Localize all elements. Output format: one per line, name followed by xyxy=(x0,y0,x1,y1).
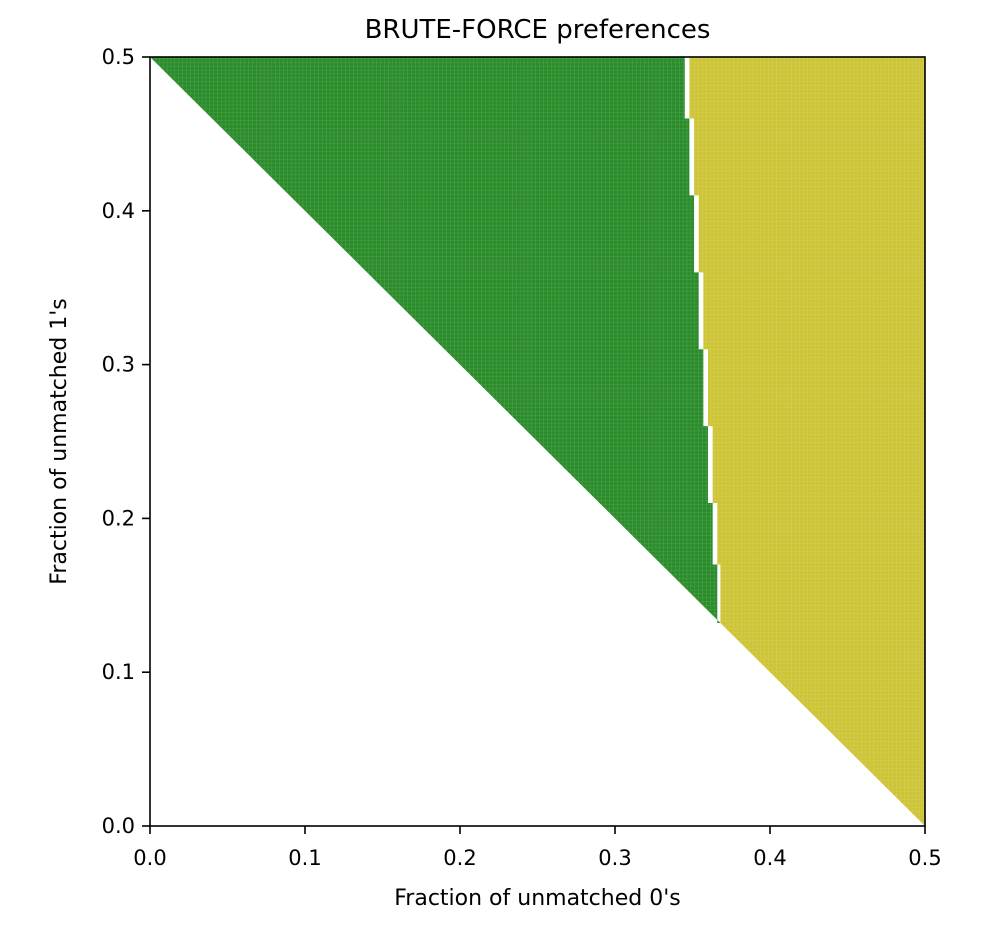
x-tick-label: 0.0 xyxy=(133,846,166,870)
y-tick-label: 0.1 xyxy=(102,660,135,684)
chart-title: BRUTE-FORCE preferences xyxy=(365,15,711,45)
y-tick-label: 0.5 xyxy=(102,45,135,69)
plot-area xyxy=(150,57,925,826)
y-axis-label: Fraction of unmatched 1's xyxy=(47,298,72,584)
x-tick-label: 0.2 xyxy=(443,846,476,870)
x-tick-label: 0.1 xyxy=(288,846,321,870)
y-tick-label: 0.3 xyxy=(102,353,135,377)
region-texture xyxy=(150,57,925,826)
y-tick-label: 0.0 xyxy=(102,814,135,838)
x-tick-label: 0.5 xyxy=(908,846,941,870)
x-tick-label: 0.4 xyxy=(753,846,786,870)
y-tick-label: 0.4 xyxy=(102,199,135,223)
y-axis: 0.0 0.1 0.2 0.3 0.4 0.5 xyxy=(102,45,150,838)
x-axis: 0.0 0.1 0.2 0.3 0.4 0.5 xyxy=(133,826,942,870)
x-tick-label: 0.3 xyxy=(598,846,631,870)
x-axis-label: Fraction of unmatched 0's xyxy=(394,886,680,911)
y-tick-label: 0.2 xyxy=(102,506,135,530)
axes-frame xyxy=(149,56,926,827)
